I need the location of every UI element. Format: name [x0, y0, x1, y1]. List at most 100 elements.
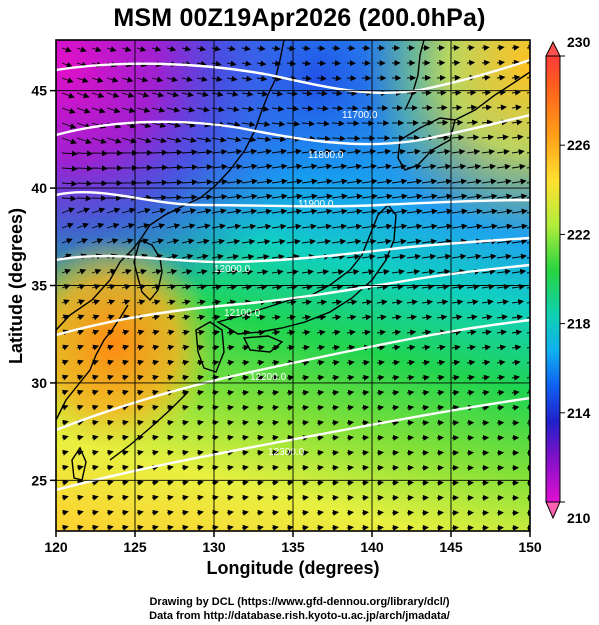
- wind-arrow: [316, 374, 325, 381]
- wind-arrow: [226, 136, 242, 143]
- wind-arrow: [466, 359, 476, 366]
- wind-arrow: [196, 419, 204, 426]
- wind-arrow: [376, 494, 384, 501]
- wind-arrow: [286, 284, 298, 291]
- wind-arrow: [526, 167, 530, 169]
- wind-arrow: [271, 90, 284, 97]
- wind-arrow: [511, 163, 526, 170]
- wind-arrow: [511, 193, 528, 200]
- wind-arrow: [436, 253, 452, 260]
- wind-arrow: [316, 90, 328, 97]
- coastline-ryukyu: [109, 391, 189, 461]
- wind-arrow: [406, 299, 418, 306]
- wind-arrow: [271, 269, 284, 276]
- wind-arrow: [211, 449, 219, 456]
- wind-arrow: [121, 509, 129, 516]
- wind-arrow: [76, 359, 84, 366]
- wind-arrow: [406, 238, 422, 245]
- wind-arrow: [316, 404, 325, 411]
- wind-arrow: [181, 299, 191, 306]
- wind-arrow: [511, 404, 520, 411]
- wind-arrow: [376, 314, 387, 321]
- wind-arrow: [241, 374, 250, 381]
- contour-labels: 11700.0 11800.0 11900.0 12000.0 12100.0 …: [214, 110, 378, 458]
- wind-arrow: [196, 494, 204, 501]
- wind-arrow: [286, 269, 299, 276]
- wind-arrow: [376, 269, 390, 275]
- wind-arrow: [136, 223, 150, 229]
- wind-arrow: [421, 344, 431, 351]
- wind-arrow: [331, 163, 348, 170]
- wind-arrow: [331, 479, 339, 486]
- wind-arrow: [466, 59, 476, 66]
- wind-arrow: [421, 419, 430, 426]
- wind-arrow: [436, 374, 445, 381]
- wind-arrow: [406, 344, 416, 351]
- wind-arrow: [241, 314, 251, 321]
- wind-arrow: [406, 329, 417, 336]
- wind-arrow: [91, 449, 99, 456]
- wind-arrow: [121, 76, 134, 83]
- latitude-ticks: 25 30 35 40 45: [31, 83, 56, 488]
- wind-arrow: [61, 479, 69, 486]
- wind-arrow: [286, 299, 297, 306]
- wind-arrow: [406, 253, 422, 260]
- wind-arrow: [181, 164, 198, 171]
- wind-arrow: [106, 299, 116, 306]
- wind-arrow: [436, 449, 445, 456]
- wind-arrow: [436, 223, 453, 230]
- wind-arrow: [331, 148, 347, 155]
- wind-arrow: [271, 120, 286, 127]
- wind-arrow: [61, 359, 69, 366]
- wind-arrow: [301, 238, 316, 245]
- wind-arrow: [496, 74, 506, 81]
- wind-arrow: [466, 134, 480, 141]
- wind-arrow: [76, 207, 91, 214]
- wind-arrow: [91, 77, 104, 83]
- wind-arrow: [436, 314, 448, 321]
- wind-arrow: [196, 91, 209, 98]
- wind-arrow: [181, 479, 189, 486]
- wind-arrow: [181, 464, 189, 471]
- wind-arrow: [166, 524, 174, 531]
- wind-arrow: [166, 494, 174, 501]
- x-tick-label: 125: [123, 539, 147, 555]
- wind-arrow: [406, 284, 420, 291]
- wind-arrow: [106, 238, 119, 245]
- wind-arrow: [526, 287, 530, 289]
- wind-arrow: [166, 268, 178, 275]
- contour-label: 12200.0: [250, 372, 287, 383]
- wind-arrow: [241, 178, 258, 185]
- wind-arrow: [286, 389, 295, 396]
- wind-arrow: [166, 344, 175, 351]
- wind-arrow: [301, 419, 310, 426]
- wind-arrow: [136, 137, 152, 144]
- wind-arrow: [256, 524, 264, 531]
- wind-arrow: [496, 268, 512, 275]
- wind-arrow: [361, 419, 370, 426]
- wind-arrow: [76, 107, 91, 114]
- wind-arrow: [211, 434, 219, 441]
- wind-arrow: [91, 329, 100, 336]
- wind-arrow: [316, 284, 329, 291]
- wind-arrow: [91, 404, 99, 411]
- wind-arrow: [316, 524, 324, 531]
- wind-arrow: [241, 193, 258, 200]
- wind-arrow: [61, 92, 75, 99]
- wind-arrow: [451, 404, 460, 411]
- wind-arrow: [136, 524, 144, 531]
- wind-arrow: [226, 208, 242, 215]
- wind-arrow: [526, 89, 530, 96]
- wind-arrow: [346, 344, 356, 351]
- wind-arrow: [196, 269, 208, 275]
- wind-arrow: [196, 464, 204, 471]
- wind-arrow: [241, 434, 249, 441]
- wind-arrow: [271, 329, 281, 336]
- wind-arrow: [241, 449, 249, 456]
- wind-arrow: [196, 389, 205, 396]
- wind-arrow: [511, 89, 522, 96]
- wind-arrow: [496, 178, 512, 185]
- wind-arrow: [361, 479, 369, 486]
- wind-arrow: [106, 46, 117, 53]
- wind-arrow: [196, 238, 210, 245]
